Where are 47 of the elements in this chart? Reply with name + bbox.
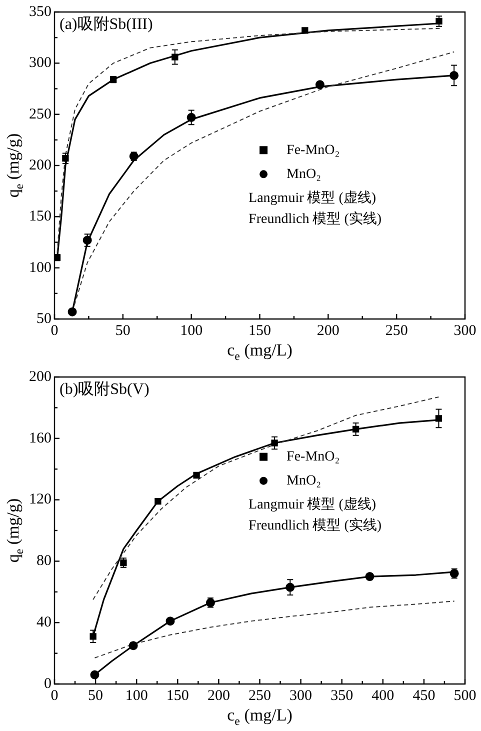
x-tick-label: 300 bbox=[290, 688, 312, 704]
chart-title: (a)吸附Sb(III) bbox=[60, 16, 153, 34]
y-tick-label: 40 bbox=[36, 614, 52, 631]
x-tick-label: 150 bbox=[248, 322, 271, 339]
legend-label: MnO₂ bbox=[286, 473, 322, 488]
y-tick-label: 200 bbox=[29, 368, 52, 385]
y-tick-label: 50 bbox=[36, 310, 52, 327]
point bbox=[271, 440, 278, 446]
point bbox=[62, 155, 69, 162]
line-series bbox=[92, 396, 440, 600]
x-tick-label: 100 bbox=[180, 322, 203, 339]
annotation: Freundlich 模型 (实线) bbox=[248, 517, 382, 534]
x-tick-label: 300 bbox=[454, 322, 476, 339]
y-tick-label: 150 bbox=[29, 208, 52, 225]
y-tick-label: 0 bbox=[44, 676, 52, 692]
y-tick-label: 300 bbox=[29, 55, 52, 72]
x-tick-label: 150 bbox=[166, 688, 189, 704]
y-axis-title: qe (mg/g) bbox=[3, 498, 26, 563]
y-tick-label: 200 bbox=[29, 157, 52, 174]
y-tick-label: 120 bbox=[29, 492, 52, 508]
y-axis-title: qe (mg/g) bbox=[3, 133, 26, 198]
chart-title: (b)吸附Sb(V) bbox=[60, 381, 150, 398]
point bbox=[68, 307, 77, 316]
x-tick-label: 100 bbox=[125, 688, 148, 704]
annotation: Langmuir 模型 (虚线) bbox=[248, 190, 376, 206]
annotation: Langmuir 模型 (虚线) bbox=[248, 496, 376, 512]
annotation: Freundlich 模型 (实线) bbox=[248, 210, 382, 227]
x-tick-label: 250 bbox=[385, 322, 408, 339]
x-tick-label: 450 bbox=[412, 688, 436, 704]
y-tick-label: 350 bbox=[29, 4, 52, 20]
legend-label: MnO₂ bbox=[286, 166, 322, 182]
x-tick-label: 350 bbox=[330, 688, 354, 704]
legend-label: Fe-MnO₂ bbox=[286, 142, 340, 158]
y-tick-label: 100 bbox=[29, 260, 52, 276]
point bbox=[90, 670, 100, 680]
line-series bbox=[94, 600, 455, 658]
x-tick-label: 500 bbox=[454, 688, 476, 704]
x-tick-label: 400 bbox=[372, 688, 394, 704]
y-tick-label: 250 bbox=[29, 106, 52, 122]
y-tick-label: 160 bbox=[29, 430, 52, 446]
x-tick-label: 50 bbox=[115, 322, 130, 339]
x-tick-label: 50 bbox=[88, 688, 104, 704]
legend-label: Fe-MnO₂ bbox=[286, 449, 340, 464]
x-tick-label: 200 bbox=[316, 322, 340, 339]
x-tick-label: 250 bbox=[248, 688, 271, 704]
y-tick-label: 80 bbox=[36, 553, 52, 570]
x-tick-label: 200 bbox=[207, 688, 230, 704]
